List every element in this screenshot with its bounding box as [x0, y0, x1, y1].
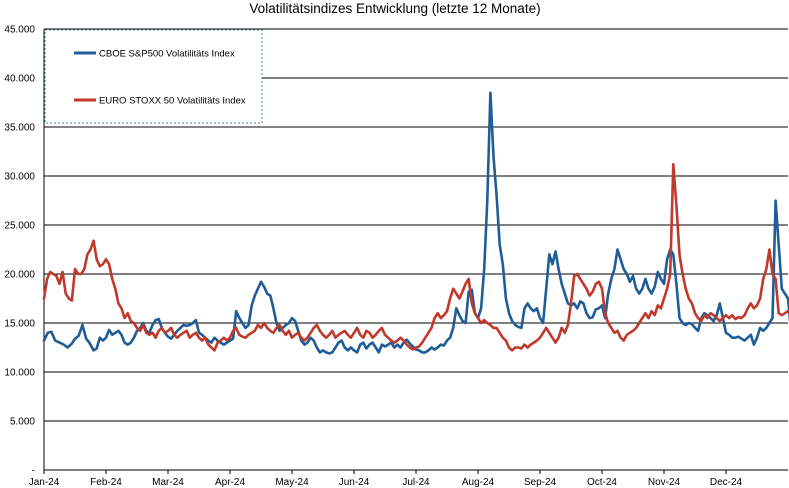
x-tick-label: Aug-24 [462, 477, 495, 488]
chart-title: Volatilitätsindizes Entwicklung (letzte … [249, 1, 540, 16]
y-tick-label: 35.000 [4, 123, 35, 134]
legend-label-cboe: CBOE S&P500 Volatilitäts Index [99, 49, 235, 60]
x-tick-label: Apr-24 [215, 477, 245, 488]
x-tick-label: Jun-24 [339, 477, 370, 488]
x-tick-label: Mar-24 [152, 477, 184, 488]
x-tick-label: Jan-24 [29, 477, 60, 488]
y-tick-labels: - 5.000 10.000 15.000 20.000 25.000 30.000 35.0… [4, 25, 35, 477]
series-lines [42, 91, 789, 355]
x-tick-label: Dec-24 [710, 477, 743, 488]
x-tick-label: Sep-24 [524, 477, 557, 488]
y-tick-label: 40.000 [4, 74, 35, 85]
x-tick-label: Feb-24 [90, 477, 122, 488]
y-tick-label: 15.000 [4, 319, 35, 330]
x-tick-label: Jul-24 [402, 477, 430, 488]
y-tick-label: - [32, 466, 35, 477]
series-line-cboe [42, 91, 789, 355]
legend-box [44, 29, 263, 124]
gridlines [44, 28, 788, 422]
y-tick-label: 5.000 [10, 417, 35, 428]
axes [43, 29, 788, 474]
legend-label-eurostoxx: EURO STOXX 50 Volatilitäts Index [99, 96, 246, 107]
x-tick-labels: Jan-24 Feb-24 Mar-24 Apr-24 May-24 Jun-24 Jul-… [29, 477, 743, 488]
y-tick-label: 25.000 [4, 221, 35, 232]
y-tick-label: 20.000 [4, 270, 35, 281]
y-tick-label: 30.000 [4, 172, 35, 183]
y-tick-label: 45.000 [4, 25, 35, 36]
y-tick-label: 10.000 [4, 368, 35, 379]
x-tick-label: Nov-24 [648, 477, 681, 488]
legend: CBOE S&P500 Volatilitäts Index EURO STOX… [44, 29, 263, 124]
x-tick-label: May-24 [275, 477, 309, 488]
series-line-eurostoxx [42, 162, 789, 352]
x-tick-label: Oct-24 [587, 477, 617, 488]
